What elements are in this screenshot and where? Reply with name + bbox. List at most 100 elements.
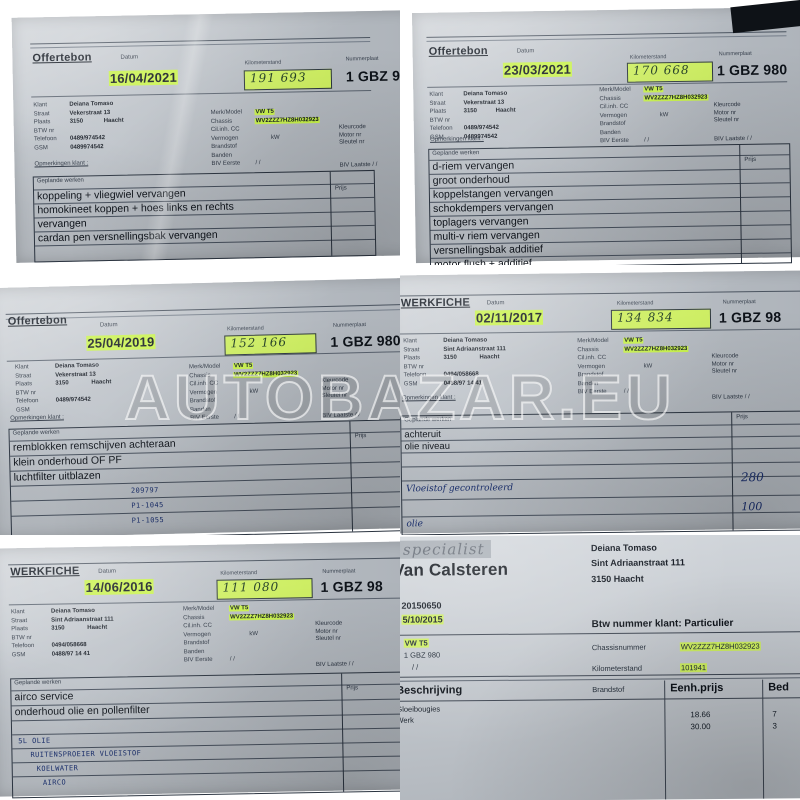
label-brandstof: Brandstof bbox=[189, 397, 216, 405]
odometer-value: 111 080 bbox=[222, 579, 280, 595]
handwritten-note: P1-1045 bbox=[131, 500, 164, 510]
price-column: Prijs bbox=[329, 170, 377, 256]
invoice-number: 20150650 bbox=[401, 600, 442, 611]
invoice-col-description: Beschrijving bbox=[400, 684, 463, 697]
invoice-vehicle-date: / / bbox=[411, 662, 419, 672]
customer-phone: 0489/974542 bbox=[55, 396, 91, 404]
invoice-sheet: specialist Van Calsteren Deiana Tomaso S… bbox=[400, 535, 800, 800]
works-table: Prijs Geplande werken koppeling + vliegw… bbox=[32, 169, 377, 263]
document-photo-3[interactable]: Offertebon Datum 25/04/2019 Kilometersta… bbox=[0, 265, 400, 535]
invoice-vehicle-model: VW T5 bbox=[403, 638, 429, 648]
odometer-box: 111 080 bbox=[216, 578, 313, 600]
label-geplande-werken: Geplande werken bbox=[404, 416, 452, 424]
invoice-logo-script: specialist bbox=[400, 539, 491, 559]
vehicle-model: VW T5 bbox=[228, 605, 250, 612]
biv-eerste-value: / / bbox=[255, 160, 261, 167]
label-opmerkingen: Opmerkingen klant : bbox=[34, 160, 89, 168]
label-telefoon: Telefoon bbox=[11, 642, 35, 650]
work-item: luchtfilter uitblazen bbox=[13, 469, 101, 485]
invoice-row-unitprice: 18.66 bbox=[690, 710, 711, 720]
label-sleutel-nr: Sleutel nr bbox=[713, 117, 740, 124]
works-table: Prijs 280 100 Geplande werken achteruit … bbox=[400, 410, 800, 535]
label-banden: Banden bbox=[183, 648, 205, 655]
label-biv-laatste: BIV Laatste bbox=[315, 661, 348, 669]
label-vermogen: Vermogen bbox=[599, 112, 628, 119]
label-datum: Datum bbox=[98, 568, 117, 575]
customer-postcode: 3150 bbox=[51, 625, 65, 632]
label-sleutel-nr: Sleutel nr bbox=[315, 635, 341, 643]
paper-sheet: Offertebon Datum 16/04/2021 Kilometersta… bbox=[11, 0, 400, 265]
odometer-box: 134 834 bbox=[610, 308, 712, 330]
price-value: 280 bbox=[740, 470, 764, 485]
odometer-box: 191 693 bbox=[243, 68, 333, 91]
doc-date: 02/11/2017 bbox=[474, 309, 544, 326]
label-biv-eerste: BIV Eerste bbox=[211, 160, 241, 168]
label-kleurcode: Kleurcode bbox=[338, 124, 366, 131]
label-biv-eerste: BIV Eerste bbox=[190, 414, 220, 422]
works-table: Prijs Geplande werken airco service onde… bbox=[10, 671, 400, 799]
label-prijs: Prijs bbox=[354, 433, 367, 440]
label-chassisnummer: Chassisnummer bbox=[591, 642, 647, 653]
invoice-date: 5/10/2015 bbox=[401, 614, 444, 625]
label-datum: Datum bbox=[516, 48, 535, 55]
label-merk-model: Merk/Model bbox=[577, 337, 609, 345]
label-nummerplaat: Nummerplaat bbox=[345, 55, 379, 63]
document-photo-6[interactable]: specialist Van Calsteren Deiana Tomaso S… bbox=[400, 535, 800, 800]
work-item: olie niveau bbox=[404, 440, 451, 452]
handwritten-note: P1-1055 bbox=[131, 515, 165, 525]
label-merk-model: Merk/Model bbox=[182, 605, 215, 613]
doc-date: 25/04/2019 bbox=[86, 334, 156, 351]
label-prijs: Prijs bbox=[744, 156, 757, 163]
customer-name: Deiana Tomaso bbox=[69, 100, 114, 108]
document-photo-5[interactable]: WERKFICHE Datum 14/06/2016 Kilometerstan… bbox=[0, 535, 400, 800]
vehicle-chassis: WV2ZZZ7HZ8H032923 bbox=[643, 94, 709, 102]
doc-title: Offertebon bbox=[7, 314, 68, 328]
label-vermogen: Vermogen bbox=[183, 631, 211, 638]
photo-frame: WERKFICHE Datum 02/11/2017 Kilometerstan… bbox=[400, 265, 800, 535]
invoice-vehicle-plate: 1 GBZ 980 bbox=[403, 650, 441, 660]
invoice-col-amount: Bed bbox=[768, 681, 790, 694]
invoice-btw-label: Btw nummer klant: Particulier bbox=[591, 617, 734, 631]
customer-street: Vekerstraat 13 bbox=[55, 371, 96, 379]
handwritten-note: Vloeistof gecontroleerd bbox=[405, 483, 514, 495]
document-photo-2[interactable]: Offertebon Datum 23/03/2021 Kilometersta… bbox=[400, 0, 800, 265]
work-item: vervangen bbox=[37, 217, 87, 231]
label-opmerkingen: Opmerkingen klant : bbox=[10, 414, 64, 422]
work-item: koppelstangen vervangen bbox=[432, 186, 554, 201]
doc-date: 16/04/2021 bbox=[108, 69, 179, 87]
invoice-col-unitprice: Eenh.prijs bbox=[670, 681, 724, 695]
label-kw: kW bbox=[249, 388, 259, 395]
label-cil-inh: Cil.inh. CC bbox=[189, 380, 219, 388]
photo-frame: Offertebon Datum 25/04/2019 Kilometersta… bbox=[0, 265, 400, 535]
label-kw: kW bbox=[249, 630, 259, 637]
customer-postcode: 3150 bbox=[443, 354, 457, 361]
handwritten-note: RUITENSPROEIER VLOEISTOF bbox=[30, 749, 142, 760]
document-photo-1[interactable]: Offertebon Datum 16/04/2021 Kilometersta… bbox=[0, 0, 400, 265]
label-vermogen: Vermogen bbox=[210, 135, 239, 142]
invoice-customer-street: Sint Adriaanstraat 111 bbox=[591, 557, 685, 569]
label-opmerkingen: Opmerkingen klant : bbox=[401, 394, 456, 402]
plate-number: 1 GBZ 980 bbox=[716, 61, 788, 79]
label-kw: kW bbox=[659, 111, 669, 118]
label-nummerplaat: Nummerplaat bbox=[332, 322, 367, 329]
label-kleurcode: Kleurcode bbox=[711, 353, 739, 360]
handwritten-note: olie bbox=[406, 519, 424, 530]
paper-sheet: WERKFICHE Datum 14/06/2016 Kilometerstan… bbox=[0, 541, 400, 799]
odometer-box: 170 668 bbox=[626, 61, 714, 83]
plate-number: 1 GBZ 98 bbox=[718, 308, 782, 326]
label-geplande-werken: Geplande werken bbox=[432, 150, 480, 157]
price-column: Prijs 280 100 bbox=[731, 411, 800, 531]
label-brandstof: Brandstof bbox=[577, 371, 604, 379]
vehicle-model: VW T5 bbox=[623, 337, 644, 344]
customer-phone: 0489/974542 bbox=[463, 124, 499, 132]
label-sleutel-nr: Sleutel nr bbox=[711, 368, 738, 375]
label-gsm: GSM bbox=[34, 144, 48, 151]
work-item: d-riem vervangen bbox=[432, 159, 515, 173]
odometer-box: 152 166 bbox=[224, 333, 317, 356]
label-vermogen: Vermogen bbox=[189, 389, 218, 396]
price-value: 100 bbox=[741, 500, 763, 514]
label-cil-inh: Cil.inh. CC bbox=[183, 622, 212, 630]
document-photo-4[interactable]: WERKFICHE Datum 02/11/2017 Kilometerstan… bbox=[400, 265, 800, 535]
paper-sheet: Offertebon Datum 23/03/2021 Kilometersta… bbox=[412, 6, 800, 265]
